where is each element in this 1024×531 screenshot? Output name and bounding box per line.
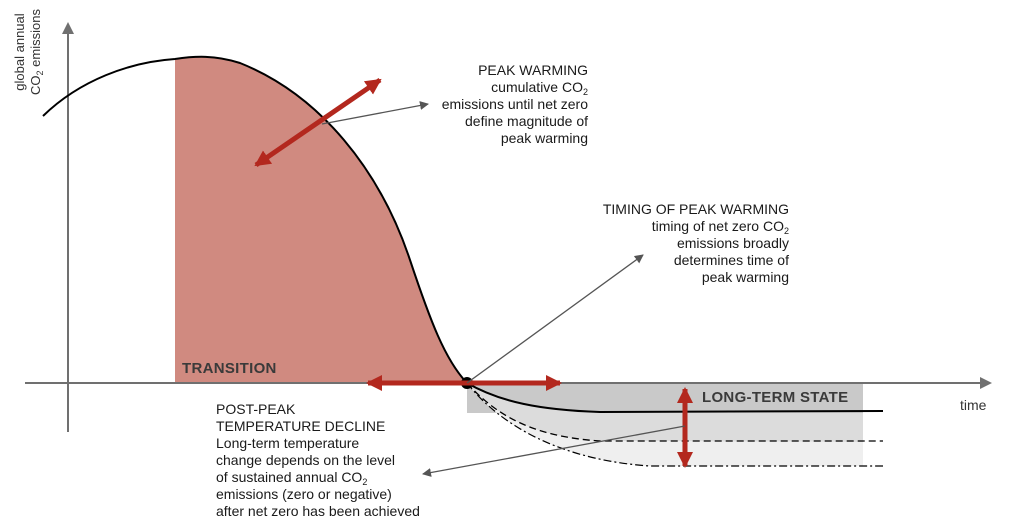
post-peak-title1: POST-PEAK bbox=[216, 401, 296, 417]
x-axis-label: time bbox=[960, 397, 987, 413]
timing-line1-sub: 2 bbox=[783, 226, 789, 236]
timing-title: TIMING OF PEAK WARMING bbox=[602, 201, 789, 217]
post-peak-annotation: POST-PEAK TEMPERATURE DECLINE Long-term … bbox=[216, 401, 456, 520]
long-term-state-label: LONG-TERM STATE bbox=[702, 389, 849, 406]
peak-warming-line2: emissions until net zero bbox=[441, 96, 588, 112]
peak-warming-line1-sub: 2 bbox=[582, 87, 588, 97]
long-term-curve-dashdot bbox=[466, 382, 883, 467]
y-axis-label-line2: CO2 emissions bbox=[28, 0, 45, 112]
timing-line4: peak warming bbox=[701, 269, 789, 285]
transition-area bbox=[175, 56, 467, 383]
post-peak-line3: of sustained annual CO2 bbox=[216, 469, 456, 487]
post-peak-line3-sub: 2 bbox=[362, 477, 368, 487]
peak-warming-title: PEAK WARMING bbox=[478, 62, 588, 78]
timing-line1: timing of net zero CO2 bbox=[548, 218, 789, 236]
peak-warming-line1-text: cumulative CO bbox=[491, 79, 583, 95]
timing-line1-text: timing of net zero CO bbox=[651, 218, 784, 234]
peak-warming-line1: cumulative CO2 bbox=[388, 79, 588, 97]
y-axis-label-emissions: emissions bbox=[28, 9, 43, 71]
timing-line3: determines time of bbox=[673, 252, 789, 268]
peak-warming-line3: define magnitude of bbox=[465, 113, 588, 129]
post-peak-line1: Long-term temperature bbox=[216, 435, 360, 451]
y-axis-label-line1: global annual bbox=[12, 13, 27, 91]
timing-line2: emissions broadly bbox=[676, 235, 789, 251]
post-peak-line3-text: of sustained annual CO bbox=[216, 469, 363, 485]
y-axis-label: global annual CO2 emissions bbox=[12, 0, 52, 112]
y-axis-label-co: CO bbox=[28, 75, 43, 95]
post-peak-line4: emissions (zero or negative) bbox=[216, 486, 392, 502]
timing-pointer bbox=[466, 254, 644, 384]
peak-warming-line4: peak warming bbox=[500, 130, 588, 146]
peak-warming-double-arrow bbox=[254, 77, 382, 168]
peak-warming-pointer bbox=[321, 101, 429, 125]
transition-label: TRANSITION bbox=[182, 360, 277, 377]
post-peak-title2: TEMPERATURE DECLINE bbox=[216, 418, 386, 434]
peak-warming-annotation: PEAK WARMING cumulative CO2 emissions un… bbox=[388, 62, 588, 147]
y-axis-label-sub: 2 bbox=[35, 70, 45, 76]
post-peak-line2: change depends on the level bbox=[216, 452, 396, 468]
post-peak-line5: after net zero has been achieved bbox=[216, 503, 420, 519]
long-term-band-light bbox=[467, 383, 863, 466]
post-peak-pointer bbox=[422, 425, 686, 477]
timing-annotation: TIMING OF PEAK WARMING timing of net zer… bbox=[548, 201, 789, 286]
